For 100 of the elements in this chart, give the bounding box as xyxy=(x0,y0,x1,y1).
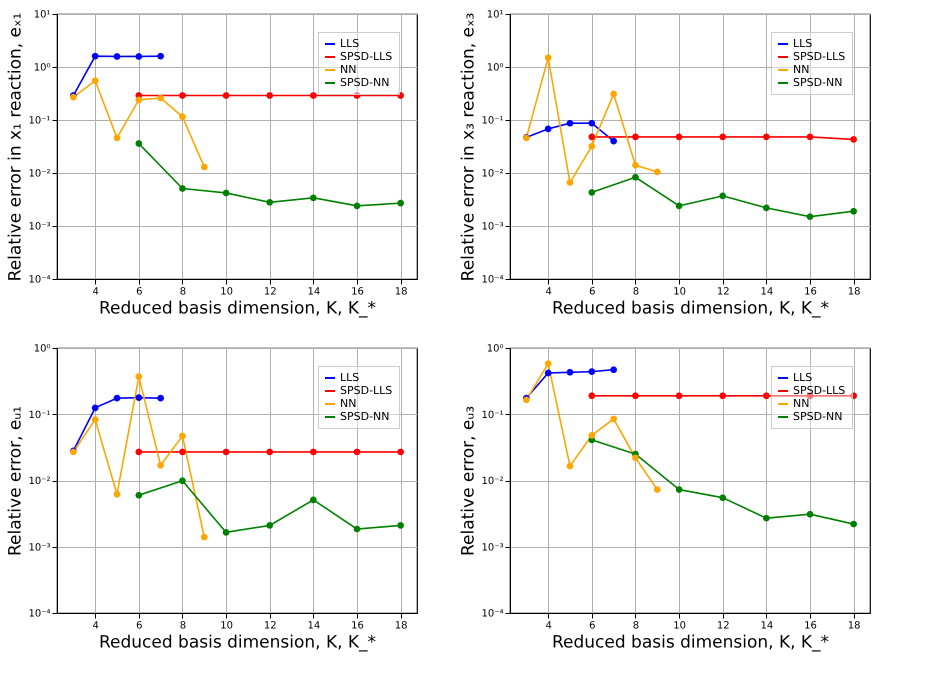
point xyxy=(610,416,617,422)
point xyxy=(588,189,596,196)
y-tick-label: 10⁻⁴ xyxy=(481,608,504,620)
point xyxy=(544,370,552,376)
point xyxy=(566,179,574,186)
point xyxy=(135,492,142,499)
point xyxy=(676,134,682,140)
point xyxy=(135,140,142,147)
point xyxy=(92,52,99,60)
point xyxy=(397,448,404,456)
point xyxy=(676,486,682,493)
y-tick-label: 10⁻¹ xyxy=(481,410,504,421)
x-tick-label: 4 xyxy=(92,620,99,632)
point xyxy=(179,185,186,192)
point xyxy=(397,200,404,206)
point xyxy=(114,490,120,498)
x-axis-title: Reduced basis dimension, K, K_* xyxy=(552,298,830,318)
legend-label: NN xyxy=(340,63,356,76)
legend-label: SPSD-NN xyxy=(340,410,390,423)
y-tick-label: 10⁻² xyxy=(481,476,504,487)
x-tick-label: 10 xyxy=(673,286,686,298)
x-tick-label: 8 xyxy=(180,620,186,632)
point xyxy=(676,202,682,210)
x-tick-label: 18 xyxy=(848,620,861,632)
point xyxy=(179,477,186,484)
x-tick-label: 6 xyxy=(136,286,143,298)
point xyxy=(632,454,639,462)
x-tick-label: 16 xyxy=(351,286,364,298)
point xyxy=(266,448,274,456)
point xyxy=(850,208,857,215)
point xyxy=(222,190,230,196)
x-tick-label: 18 xyxy=(848,286,861,298)
y-tick-label: 10⁻¹ xyxy=(28,116,50,126)
point xyxy=(676,392,682,400)
point xyxy=(310,194,317,202)
y-tick-label: 10⁻³ xyxy=(481,222,504,232)
x-axis-title: Reduced basis dimension, K, K_* xyxy=(552,632,830,652)
legend-label: SPSD-NN xyxy=(340,76,390,89)
point xyxy=(544,360,552,368)
point xyxy=(632,392,639,400)
point xyxy=(266,198,274,206)
point xyxy=(92,404,99,412)
legend-label: SPSD-LLS xyxy=(340,384,392,397)
x-tick-label: 16 xyxy=(804,620,817,632)
x-axis-title: Reduced basis dimension, K, K_* xyxy=(98,632,376,652)
x-tick-label: 8 xyxy=(632,620,640,632)
legend-label: LLS xyxy=(793,371,812,384)
point xyxy=(763,514,770,522)
point xyxy=(266,522,274,529)
legend-label: SPSD-LLS xyxy=(793,384,846,397)
point xyxy=(135,53,142,60)
legend-label: NN xyxy=(793,63,810,76)
y-axis-title: Relative error in x₁ reaction, eₓ₁ xyxy=(5,12,26,282)
point xyxy=(179,432,186,440)
y-tick-label: 10⁻⁴ xyxy=(28,274,50,286)
point xyxy=(222,528,230,536)
x-tick-label: 10 xyxy=(220,620,233,632)
point xyxy=(610,90,617,98)
point xyxy=(200,534,208,540)
x-tick-label: 4 xyxy=(92,286,99,298)
point xyxy=(397,522,404,529)
point xyxy=(566,120,574,127)
point xyxy=(588,368,596,375)
point xyxy=(92,77,99,84)
point xyxy=(763,204,770,212)
x-tick-label: 12 xyxy=(716,620,730,632)
point xyxy=(354,92,360,99)
y-tick-label: 10⁰ xyxy=(486,344,504,354)
point xyxy=(310,496,317,504)
point xyxy=(763,134,770,140)
point xyxy=(179,92,186,99)
point xyxy=(200,164,208,170)
x-tick-label: 8 xyxy=(632,286,640,298)
y-tick-label: 10⁻³ xyxy=(481,542,504,554)
x-tick-label: 16 xyxy=(804,286,817,298)
x-tick-label: 14 xyxy=(760,620,774,632)
point xyxy=(654,486,661,493)
point xyxy=(719,494,726,502)
point xyxy=(157,52,164,60)
point xyxy=(588,392,596,400)
x-tick-label: 10 xyxy=(220,286,233,298)
point xyxy=(397,92,404,99)
x-tick-label: 16 xyxy=(351,620,364,632)
x-tick-label: 8 xyxy=(180,286,186,298)
x-tick-label: 10 xyxy=(673,620,686,632)
point xyxy=(310,92,317,99)
point xyxy=(135,373,142,380)
y-tick-label: 10⁰ xyxy=(34,344,50,354)
point xyxy=(114,394,120,402)
point xyxy=(850,392,857,400)
x-tick-label: 18 xyxy=(394,620,408,632)
y-tick-label: 10¹ xyxy=(486,10,504,20)
legend-label: LLS xyxy=(340,371,360,384)
point xyxy=(719,134,726,140)
y-axis-title: Relative error, eᵤ₁ xyxy=(5,406,26,556)
y-tick-label: 10⁻² xyxy=(28,476,50,487)
legend-label: SPSD-LLS xyxy=(793,50,846,63)
legend-label: NN xyxy=(793,397,810,410)
point xyxy=(588,432,596,439)
point xyxy=(719,192,726,200)
